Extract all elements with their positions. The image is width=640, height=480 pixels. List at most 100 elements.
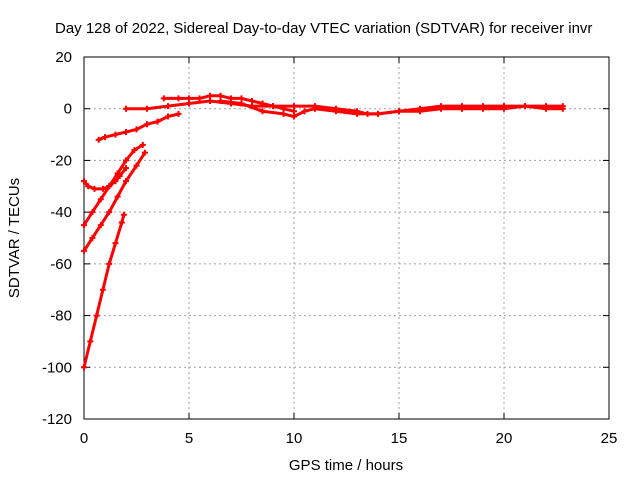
data-point [106,209,113,216]
series-line-arc-5 [97,112,180,142]
y-tick-label: -100 [42,359,72,376]
data-point [97,196,104,203]
data-point [165,113,171,120]
data-point [280,110,287,117]
x-tick-label: 0 [80,430,88,447]
data-point [207,97,213,104]
data-point [81,178,87,185]
data-point [291,103,297,110]
data-point [438,105,444,112]
data-point [123,105,129,112]
y-tick-label: -40 [50,204,72,221]
y-tick-label: -80 [50,308,72,325]
data-point [114,193,121,200]
data-point [417,108,423,115]
y-axis-label: SDTVAR / TECUs [6,178,23,298]
series-line-arc-1 [82,213,126,369]
data-point [99,286,106,293]
x-tick-label: 15 [391,430,408,447]
data-point [375,110,381,117]
data-point [217,92,224,99]
x-tick-label: 20 [496,430,513,447]
data-point [217,97,224,104]
data-point [175,110,182,117]
data-point [354,110,360,117]
data-series [81,92,566,371]
y-tick-label: -20 [50,152,72,169]
x-tick-label: 25 [601,430,618,447]
data-point [87,338,94,345]
series-line-arc-8 [219,99,565,118]
data-point [196,95,203,102]
data-point [501,105,507,112]
chart-title: Day 128 of 2022, Sidereal Day-to-day VTE… [55,20,592,37]
plot-frame [83,56,610,420]
data-point [81,247,87,254]
data-point [133,126,140,133]
data-point [106,183,113,190]
data-point [270,103,276,110]
data-point [116,172,123,179]
data-point [81,364,87,371]
data-point [91,185,98,192]
y-tick-label: 0 [64,101,72,118]
data-point [81,222,87,229]
data-point [89,235,96,241]
x-tick-label: 5 [185,430,193,447]
data-point [543,105,549,112]
data-point [123,128,129,135]
data-point [291,108,297,115]
data-point [123,178,129,185]
data-point [123,165,129,172]
data-point [522,103,528,110]
data-point [120,211,127,218]
data-point [141,149,148,156]
data-point [139,141,146,148]
data-point [459,105,465,112]
data-point [97,222,104,229]
y-tick-label: -60 [50,256,72,273]
series-line-arc-3 [82,143,145,227]
data-point [112,178,119,185]
data-point [112,240,119,247]
data-point [106,260,113,267]
data-point [85,183,92,190]
data-point [95,136,102,143]
data-point [480,105,486,112]
y-tick-label: -120 [42,411,72,428]
data-point [186,100,192,107]
data-point [160,95,167,102]
data-point [301,108,308,115]
data-point [396,108,402,115]
data-point [249,97,255,104]
data-point [131,147,138,154]
data-point [259,108,266,115]
axis-ticks: 0 5 10 15 20 25 20 0 -20 -40 -60 -80 -100 -120 [42,49,617,447]
data-point [228,95,234,102]
data-point [333,108,339,115]
data-point [207,92,213,99]
y-tick-label: 20 [55,49,72,66]
data-point [559,105,566,112]
data-point [123,157,129,164]
data-point [144,105,150,112]
data-point [102,134,108,141]
data-point [133,162,140,169]
data-point [154,118,161,125]
data-point [144,121,150,128]
data-point [186,95,192,102]
data-point [93,312,100,319]
data-point [165,103,171,110]
data-point [312,105,318,112]
data-point [99,185,106,192]
x-axis-label: GPS time / hours [289,457,403,474]
series-line-arc-2 [82,151,147,253]
data-point [112,131,119,138]
data-point [175,95,182,102]
data-point [291,113,297,120]
data-point [238,100,245,107]
data-point [238,95,245,102]
data-point [118,219,125,226]
x-tick-label: 10 [286,430,303,447]
